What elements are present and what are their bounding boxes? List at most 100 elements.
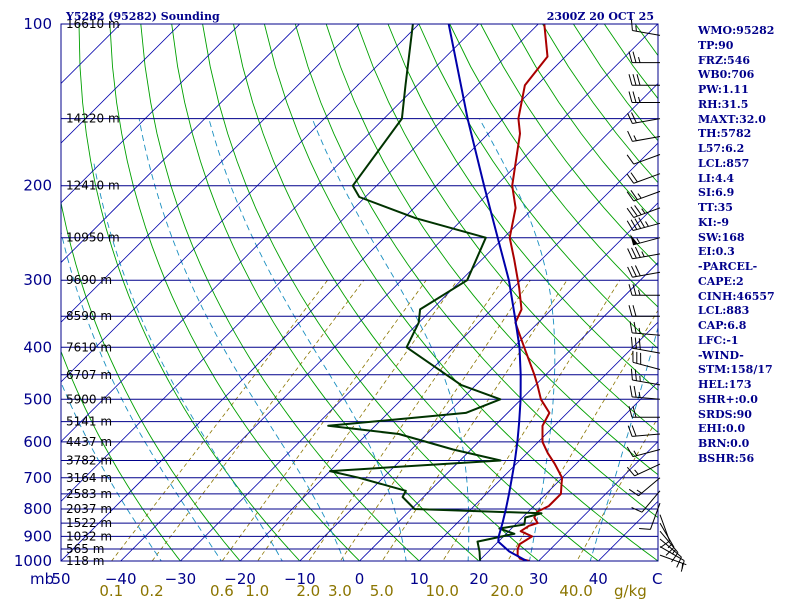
sounding-time: 2300Z 20 OCT 25 xyxy=(547,10,654,23)
height-label: 5900 m xyxy=(66,392,112,406)
wind-barb xyxy=(629,385,661,400)
dry-adiabat xyxy=(140,24,420,561)
index-item: HEL:173 xyxy=(698,378,752,391)
index-item: TH:5782 xyxy=(698,127,752,141)
isotherm xyxy=(61,24,181,144)
index-item: EI:0.3 xyxy=(698,245,735,259)
profile-lines xyxy=(327,24,564,561)
isotherm xyxy=(61,24,241,204)
isotherm xyxy=(418,321,658,561)
wind-barb xyxy=(659,554,687,570)
temperature-tick-label: 50 xyxy=(51,570,70,588)
pressure-axis: 100 200 300 400 500 600 700 800 900 1000 xyxy=(14,15,52,570)
mixing-ratio-tick-label: 10.0 xyxy=(425,582,458,600)
plot-frame xyxy=(60,23,659,562)
wind-barb xyxy=(626,463,661,477)
index-item: WMO:95282 xyxy=(698,24,775,37)
isotherm xyxy=(538,441,658,561)
dry-adiabat xyxy=(171,24,480,561)
wind-barb xyxy=(628,91,660,103)
mixing-ratio-unit: g/kg xyxy=(614,582,647,600)
temperature-tick-label: 10 xyxy=(410,570,429,588)
index-item: L57:6.2 xyxy=(698,142,745,155)
temperature-line xyxy=(508,24,564,561)
dry-adiabat xyxy=(449,24,658,308)
index-item: MAXT:32.0 xyxy=(698,112,766,126)
isotherm xyxy=(61,24,301,264)
wind-barb xyxy=(628,477,661,497)
height-label: 6707 m xyxy=(66,368,112,382)
index-item: LCL:857 xyxy=(698,156,750,170)
isotherm xyxy=(61,24,539,502)
dry-adiabat xyxy=(233,24,600,561)
moist-adiabat xyxy=(93,161,283,561)
mixing-ratio-tick-label: 2.0 xyxy=(296,582,320,600)
height-label: 14220 m xyxy=(66,112,120,126)
wind-barb xyxy=(627,130,661,142)
wind-barb xyxy=(627,112,661,124)
mixing-ratio-tick-label: 0.1 xyxy=(99,582,123,600)
height-label: 118 m xyxy=(66,554,104,568)
index-item: CINH:46557 xyxy=(698,289,775,303)
isotherm xyxy=(61,24,420,383)
mixing-ratio-tick-label: 3.0 xyxy=(328,582,352,600)
temperature-tick-label: 30 xyxy=(529,570,548,588)
index-item: SHR+:0.0 xyxy=(698,392,758,406)
temperature-tick-label: 0 xyxy=(355,570,365,588)
station-title: Y5282 (95282) Sounding xyxy=(65,10,220,23)
wind-barb xyxy=(628,74,660,86)
dry-adiabat xyxy=(61,350,181,561)
height-label: 1032 m xyxy=(66,529,112,543)
index-item: EHI:0.0 xyxy=(698,422,746,436)
index-item: -PARCEL- xyxy=(698,260,758,273)
mixing-ratio-tick-label: 20.0 xyxy=(490,582,523,600)
pressure-tick-label: 400 xyxy=(23,338,52,356)
dry-adiabat xyxy=(109,24,361,561)
isotherm xyxy=(299,202,658,561)
index-item: TT:35 xyxy=(698,201,733,214)
temperature-tick-label: −40 xyxy=(105,570,137,588)
mixing-ratio-tick-label: 40.0 xyxy=(559,582,592,600)
dewpoint-line xyxy=(327,24,543,561)
wind-barb xyxy=(631,490,661,513)
height-label: 3164 m xyxy=(66,471,112,485)
pressure-tick-label: 300 xyxy=(23,271,52,289)
temperature-tick-label: 20 xyxy=(469,570,488,588)
dry-adiabat xyxy=(418,24,658,350)
isotherm xyxy=(61,24,599,561)
dry-adiabat xyxy=(387,24,658,391)
isotherm xyxy=(61,24,360,323)
index-item: LI:4.4 xyxy=(698,171,735,185)
height-label: 1522 m xyxy=(66,516,112,530)
wind-barb xyxy=(639,502,661,530)
isotherm xyxy=(358,261,658,561)
temperature-tick-label: 40 xyxy=(589,570,608,588)
wind-barb xyxy=(628,51,660,64)
height-labels: 16610 m 14220 m 12410 m 10950 m 9690 m 8590 m… xyxy=(66,17,120,568)
mixing-ratio-tick-label: 0.6 xyxy=(210,582,234,600)
index-item: -WIND- xyxy=(698,348,744,362)
wind-barb xyxy=(630,336,661,354)
mixing-ratio-tick-label: 5.0 xyxy=(370,582,394,600)
dry-adiabat xyxy=(294,24,658,519)
mixing-ratio-axis: 0.1 0.2 0.6 1.0 2.0 3.0 5.0 10.0 20.0 40.0 xyxy=(99,582,592,600)
dry-adiabat xyxy=(61,200,241,561)
indices-panel: WMO:95282 TP:90 FRZ:546 WB0:706 PW:1.11 RH:31… xyxy=(698,24,800,467)
temperature-tick-label: −10 xyxy=(284,570,316,588)
wind-barb xyxy=(632,350,661,370)
index-item: SW:168 xyxy=(698,230,745,244)
index-item: RH:31.5 xyxy=(698,97,749,111)
height-label: 2583 m xyxy=(66,487,112,501)
isotherm xyxy=(61,24,480,443)
temperature-tick-label: −20 xyxy=(224,570,256,588)
mixing-ratio-tick-label: 0.2 xyxy=(140,582,164,600)
height-label: 8590 m xyxy=(66,309,112,323)
wind-barb xyxy=(630,234,661,246)
isotherm xyxy=(239,142,658,561)
parcel-line xyxy=(447,24,528,561)
height-label: 5141 m xyxy=(66,415,112,429)
index-item: BRN:0.0 xyxy=(698,437,750,450)
height-label: 10950 m xyxy=(66,231,120,245)
wind-barb xyxy=(628,284,660,296)
index-item: TP:90 xyxy=(698,38,734,52)
